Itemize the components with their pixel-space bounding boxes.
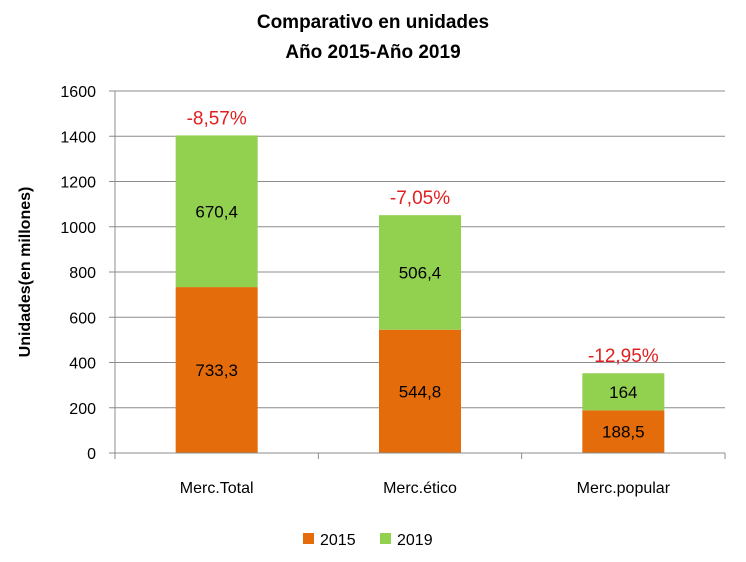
- y-tick-label: 800: [69, 265, 96, 282]
- legend-swatch: [303, 533, 314, 544]
- change-annotation: -7,05%: [390, 188, 450, 209]
- legend-label: 2019: [397, 532, 433, 549]
- bars: 733,3 670,4 -8,57% 544,8 506,4 -7,05% 188,5 164…: [175, 108, 665, 453]
- y-tick-label: 200: [69, 401, 96, 418]
- x-category-label: Merc.Total: [180, 480, 254, 497]
- legend: 2015 2019: [303, 532, 433, 549]
- data-label: 544,8: [399, 382, 442, 401]
- y-tick-label: 1000: [60, 220, 96, 237]
- bar-segment: [582, 373, 665, 411]
- bar-segment: [175, 135, 258, 288]
- data-label: 733,3: [195, 361, 238, 380]
- bar-segment: [379, 329, 461, 453]
- data-label: 670,4: [195, 202, 238, 221]
- y-tick-label: 600: [69, 310, 96, 327]
- data-label: 188,5: [602, 423, 645, 442]
- x-axis-labels: Merc.Total Merc.ético Merc.popular: [180, 480, 671, 497]
- change-annotation: -8,57%: [187, 108, 247, 129]
- x-category-label: Merc.ético: [383, 480, 457, 497]
- chart-title: Comparativo en unidades: [257, 12, 489, 33]
- y-tick-label: 400: [69, 356, 96, 373]
- bar-segment: [175, 287, 258, 453]
- data-label: 506,4: [399, 263, 442, 282]
- axes: [114, 91, 726, 459]
- y-axis-label: Unidades(en millones): [17, 187, 34, 358]
- x-category-label: Merc.popular: [577, 480, 671, 497]
- y-tick-label: 1600: [60, 84, 96, 101]
- y-tick-label: 1200: [60, 175, 96, 192]
- data-label: 164: [609, 383, 637, 402]
- y-tick-label: 0: [87, 446, 96, 463]
- bar-segment: [582, 410, 665, 453]
- change-annotation: -12,95%: [588, 346, 659, 367]
- chart-subtitle: Año 2015-Año 2019: [285, 42, 460, 63]
- bar-segment: [379, 215, 461, 330]
- y-tick-label: 1400: [60, 129, 96, 146]
- legend-label: 2015: [320, 532, 356, 549]
- legend-swatch: [380, 533, 391, 544]
- y-axis-ticks: 0 200 400 600 800 1000 1200 1400 1600: [60, 84, 115, 463]
